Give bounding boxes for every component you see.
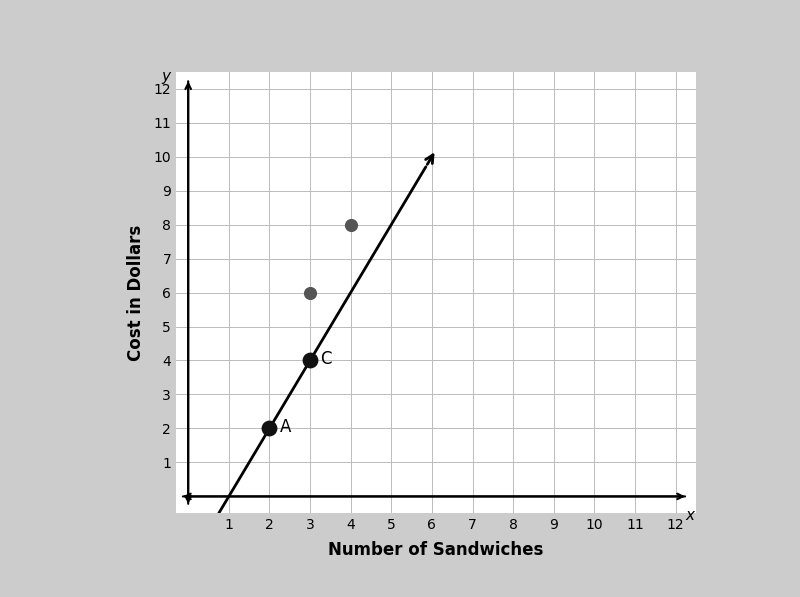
Point	[263, 424, 276, 433]
Text: x: x	[686, 507, 694, 522]
Text: y: y	[162, 69, 170, 84]
Text: C: C	[320, 350, 332, 368]
Point	[304, 356, 317, 365]
Point	[344, 220, 357, 229]
Text: A: A	[279, 418, 291, 436]
Point	[304, 288, 317, 297]
Y-axis label: Cost in Dollars: Cost in Dollars	[127, 224, 145, 361]
X-axis label: Number of Sandwiches: Number of Sandwiches	[328, 541, 544, 559]
